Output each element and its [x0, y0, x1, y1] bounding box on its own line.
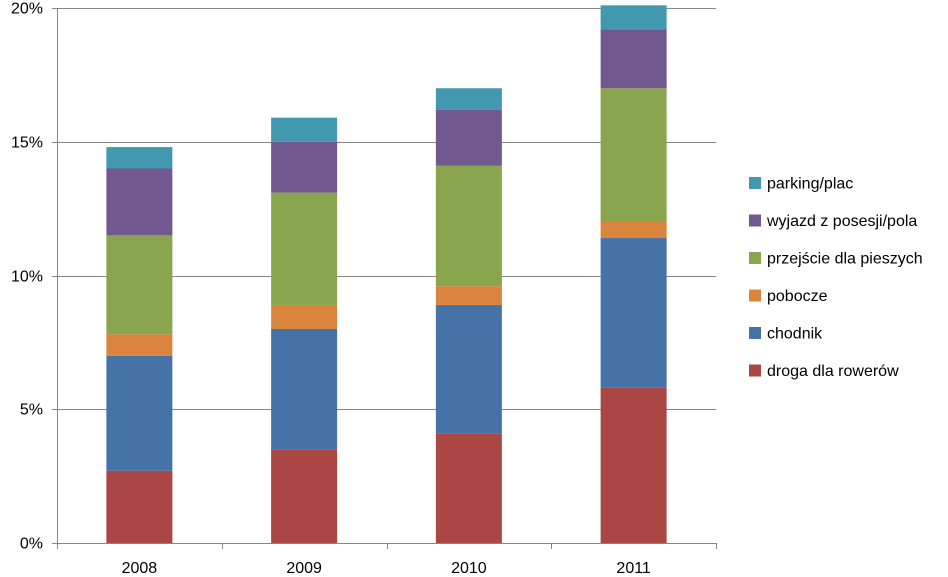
bar-2011-pobocze — [600, 222, 667, 239]
y-tick-labels: 0% 5% 10% 15% 20% — [11, 1, 43, 553]
bar-2011-droga-dla-rower-w — [600, 387, 667, 543]
bar-2009-wyjazd-z-posesji-pola — [271, 141, 338, 193]
bar-2011-wyjazd-z-posesji-pola — [600, 29, 667, 89]
legend-swatch — [749, 177, 761, 189]
bar-2008-przej-cie-dla-pieszych — [106, 235, 173, 335]
bar-2009-droga-dla-rower-w — [271, 449, 338, 543]
legend-label: przejście dla pieszych — [767, 251, 923, 268]
legend: parking/plac wyjazd z posesji/pola przejśc… — [749, 176, 923, 380]
legend-swatch — [749, 252, 761, 264]
bar-2010-chodnik — [435, 304, 502, 434]
x-tick-label: 2011 — [616, 560, 651, 577]
x-tick-label: 2009 — [286, 560, 322, 577]
bar-2008-parking-plac — [106, 147, 173, 169]
y-tick-label: 15% — [11, 135, 43, 152]
bar-2011-chodnik — [600, 238, 667, 388]
y-tick-label: 10% — [11, 269, 43, 286]
bar-2009-parking-plac — [271, 117, 338, 142]
bar-2011-parking-plac — [600, 5, 667, 30]
legend-swatch — [749, 364, 761, 377]
x-tick-label: 2010 — [451, 560, 487, 577]
legend-swatch — [749, 327, 761, 339]
y-tick-label: 0% — [20, 536, 43, 553]
legend-label: pobocze — [767, 288, 828, 305]
bar-2008-wyjazd-z-posesji-pola — [106, 168, 173, 236]
bar-2010-przej-cie-dla-pieszych — [435, 165, 502, 287]
legend-label: chodnik — [767, 326, 823, 343]
bar-2008-chodnik — [106, 355, 173, 471]
legend-swatch — [749, 289, 761, 302]
x-tick-labels: 2008 2009 2010 2011 — [122, 560, 651, 577]
legend-swatch — [749, 214, 761, 227]
y-tick-label: 5% — [20, 402, 43, 419]
bar-2010-parking-plac — [435, 88, 502, 110]
y-tick-label: 20% — [11, 1, 43, 18]
bar-2009-pobocze — [271, 304, 338, 329]
x-tick-label: 2008 — [122, 560, 158, 577]
bar-2011-przej-cie-dla-pieszych — [600, 88, 667, 222]
bar-2008-pobocze — [106, 334, 173, 356]
bar-2009-chodnik — [271, 329, 338, 450]
axes — [52, 8, 717, 549]
bar-2009-przej-cie-dla-pieszych — [271, 192, 338, 305]
legend-label: wyjazd z posesji/pola — [766, 213, 917, 230]
bars — [106, 5, 667, 543]
bar-2010-pobocze — [435, 286, 502, 305]
bar-2010-wyjazd-z-posesji-pola — [435, 109, 502, 166]
legend-label: droga dla rowerów — [767, 363, 899, 380]
legend-label: parking/plac — [767, 176, 853, 193]
bar-2008-droga-dla-rower-w — [106, 470, 173, 543]
bar-2010-droga-dla-rower-w — [435, 433, 502, 543]
